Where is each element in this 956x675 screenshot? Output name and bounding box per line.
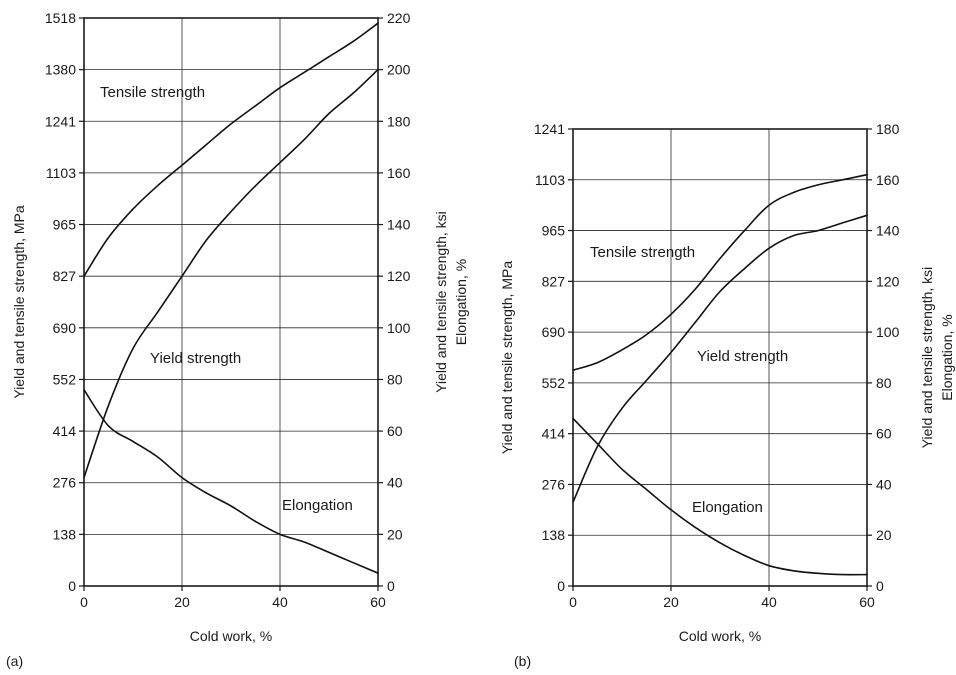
elongation-curve <box>83 389 379 574</box>
tensile-strength-label: Tensile strength <box>590 244 695 261</box>
right-y-tick-label: 160 <box>876 172 900 188</box>
left-y-tick-label: 138 <box>542 527 566 543</box>
right-y-tick-label: 60 <box>387 423 403 439</box>
right-y-tick-label: 80 <box>387 371 403 387</box>
x-tick-label: 20 <box>174 594 190 610</box>
panel-a: 0 20 40 60013827641455269082796511031241138… <box>6 10 469 669</box>
left-y-tick-label: 965 <box>53 217 77 233</box>
left-y-tick-label: 138 <box>53 526 77 542</box>
left-y-tick-label: 1518 <box>45 10 76 26</box>
yield-strength-curve <box>572 214 868 503</box>
x-axis-label: Cold work, % <box>679 628 761 644</box>
elongation-curve <box>572 417 868 576</box>
x-tick-label: 40 <box>761 594 777 610</box>
left-y-tick-label: 0 <box>68 578 76 594</box>
right-y-tick-label: 180 <box>387 113 411 129</box>
x-tick-label: 0 <box>80 594 88 610</box>
grid <box>84 18 378 586</box>
right-y-tick-label: 40 <box>876 476 892 492</box>
panel-b: 0 20 40 60013827641455269082796511031241020… <box>499 121 955 669</box>
right-y-tick-label: 120 <box>387 268 411 284</box>
left-y-tick-label: 1241 <box>534 121 565 137</box>
right-y-tick-label: 60 <box>876 426 892 442</box>
right-y-axis-label-line-1: Yield and tensile strength, ksi <box>433 211 449 393</box>
right-y-tick-label: 0 <box>387 578 395 594</box>
right-y-tick-label: 140 <box>387 217 411 233</box>
x-tick-label: 0 <box>569 594 577 610</box>
right-y-tick-label: 200 <box>387 62 411 78</box>
right-y-tick-label: 180 <box>876 121 900 137</box>
right-y-axis-label-line-2: Elongation, % <box>939 314 955 400</box>
plot-frame <box>572 128 868 587</box>
left-y-tick-label: 276 <box>542 476 566 492</box>
tensile-strength-label: Tensile strength <box>100 84 205 101</box>
left-y-tick-label: 827 <box>542 273 566 289</box>
right-y-tick-label: 100 <box>876 324 900 340</box>
right-y-tick-label: 220 <box>387 10 411 26</box>
left-y-tick-label: 276 <box>53 475 77 491</box>
left-y-tick-label: 827 <box>53 268 77 284</box>
yield-strength-label: Yield strength <box>150 350 241 367</box>
panel-label: (a) <box>6 653 23 669</box>
panel-label: (b) <box>514 653 531 669</box>
right-y-axis-label-line-1: Yield and tensile strength, ksi <box>919 267 935 449</box>
tensile-strength-curve <box>83 22 379 277</box>
right-y-tick-label: 40 <box>387 475 403 491</box>
left-y-tick-label: 552 <box>542 375 566 391</box>
left-y-tick-label: 690 <box>53 320 77 336</box>
right-y-tick-label: 100 <box>387 320 411 336</box>
plot-frame <box>83 17 379 587</box>
right-y-tick-label: 0 <box>876 578 884 594</box>
elongation-label: Elongation <box>692 499 763 516</box>
left-y-tick-label: 690 <box>542 324 566 340</box>
right-y-tick-label: 120 <box>876 273 900 289</box>
left-y-tick-label: 414 <box>53 423 77 439</box>
x-tick-label: 60 <box>370 594 386 610</box>
x-axis-label: Cold work, % <box>190 628 272 644</box>
left-y-tick-label: 1103 <box>46 165 76 181</box>
left-y-tick-label: 414 <box>542 426 566 442</box>
left-y-axis-label: Yield and tensile strength, MPa <box>11 205 27 398</box>
left-y-tick-label: 1380 <box>45 62 76 78</box>
yield-strength-curve <box>83 68 379 479</box>
right-y-tick-label: 140 <box>876 223 900 239</box>
left-y-tick-label: 0 <box>557 578 565 594</box>
x-tick-label: 40 <box>272 594 288 610</box>
elongation-label: Elongation <box>282 497 353 514</box>
right-y-tick-label: 80 <box>876 375 892 391</box>
yield-strength-label: Yield strength <box>697 348 788 365</box>
left-y-axis-label: Yield and tensile strength, MPa <box>499 261 515 454</box>
left-y-tick-label: 1241 <box>45 113 76 129</box>
left-y-tick-label: 965 <box>542 223 566 239</box>
right-y-tick-label: 160 <box>387 165 411 181</box>
left-y-tick-label: 552 <box>53 371 77 387</box>
x-tick-label: 20 <box>663 594 679 610</box>
left-y-tick-label: 1103 <box>535 172 565 188</box>
tensile-strength-curve <box>572 173 868 371</box>
x-tick-label: 60 <box>859 594 875 610</box>
right-y-tick-label: 20 <box>387 526 403 542</box>
right-y-axis-label-line-2: Elongation, % <box>453 259 469 345</box>
right-y-tick-label: 20 <box>876 527 892 543</box>
